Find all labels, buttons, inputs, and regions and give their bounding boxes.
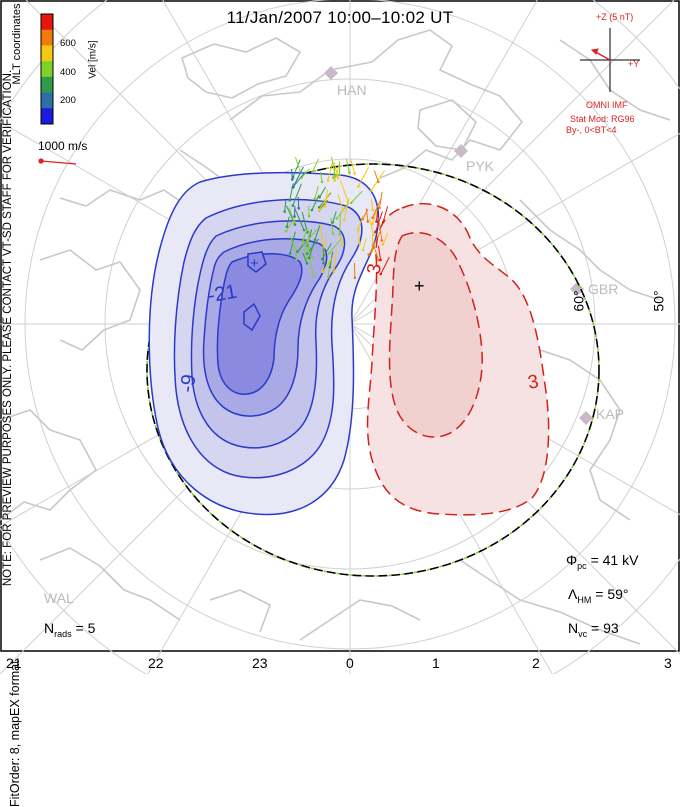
velocity-vector <box>374 171 378 182</box>
velocity-scale-band <box>41 77 53 93</box>
mlt-tick-22: 22 <box>148 655 164 671</box>
velocity-tick-200: 200 <box>60 95 76 106</box>
imf-condition: By-, 0<BT<4 <box>566 125 617 135</box>
station-han: HAN <box>337 82 367 98</box>
fit-order-label: FitOrder: 8, mapEX format <box>8 297 22 807</box>
velocity-tick-400: 400 <box>60 67 76 78</box>
convection-map: + + <box>0 0 680 674</box>
velocity-vector <box>292 169 293 179</box>
mlt-tick-1: 1 <box>432 655 440 671</box>
velocity-scale-band <box>41 45 53 61</box>
radar-count: Nrads = 5 <box>44 620 95 639</box>
station-wal: WAL <box>44 590 74 606</box>
contour-label-minus-21: -21 <box>206 281 238 309</box>
vector-count: Nvc = 93 <box>568 620 619 639</box>
station-kap: KAP <box>596 406 624 422</box>
imf-source: OMNI IMF <box>586 100 628 110</box>
velocity-scale-band <box>41 30 53 46</box>
dawn-convection-cell: + <box>368 204 549 515</box>
mlt-tick-3: 3 <box>664 655 672 671</box>
station-gbr: GBR <box>588 281 618 297</box>
map-title: 11/Jan/2007 10:00–10:02 UT <box>0 8 680 28</box>
mlt-tick-21: 21 <box>6 655 22 671</box>
mlt-tick-23: 23 <box>252 655 268 671</box>
velocity-scale-label: Vel [m/s] <box>88 30 99 90</box>
contour-label-minus-9: -9 <box>176 373 202 395</box>
imf-y-label: +Y <box>628 59 639 69</box>
reference-vector <box>39 159 76 164</box>
velocity-scale-band <box>41 61 53 77</box>
dusk-convection-cell: + <box>149 173 378 515</box>
velocity-tick-600: 600 <box>60 38 76 49</box>
velocity-scale-band <box>41 93 53 109</box>
coordinate-system-label: MLT coordinates <box>11 0 23 108</box>
hm-latitude: ΛHM = 59° <box>568 586 629 605</box>
svg-text:+: + <box>414 276 425 296</box>
svg-text:+: + <box>250 255 259 272</box>
cross-polar-potential: Φpc = 41 kV <box>566 552 638 571</box>
imf-z-label: +Z (5 nT) <box>596 12 633 22</box>
latitude-label-50: 50° <box>651 290 667 311</box>
stat-model-label: Stat Mod: RG96 <box>570 114 635 124</box>
velocity-scale-band <box>41 108 53 124</box>
velocity-color-scale <box>41 14 53 125</box>
mlt-tick-2: 2 <box>532 655 540 671</box>
velocity-vector <box>351 160 355 174</box>
latitude-label-60: 60° <box>571 290 587 311</box>
reference-vector-label: 1000 m/s <box>38 139 87 153</box>
mlt-tick-0: 0 <box>346 655 354 671</box>
station-pyk: PYK <box>466 158 494 174</box>
